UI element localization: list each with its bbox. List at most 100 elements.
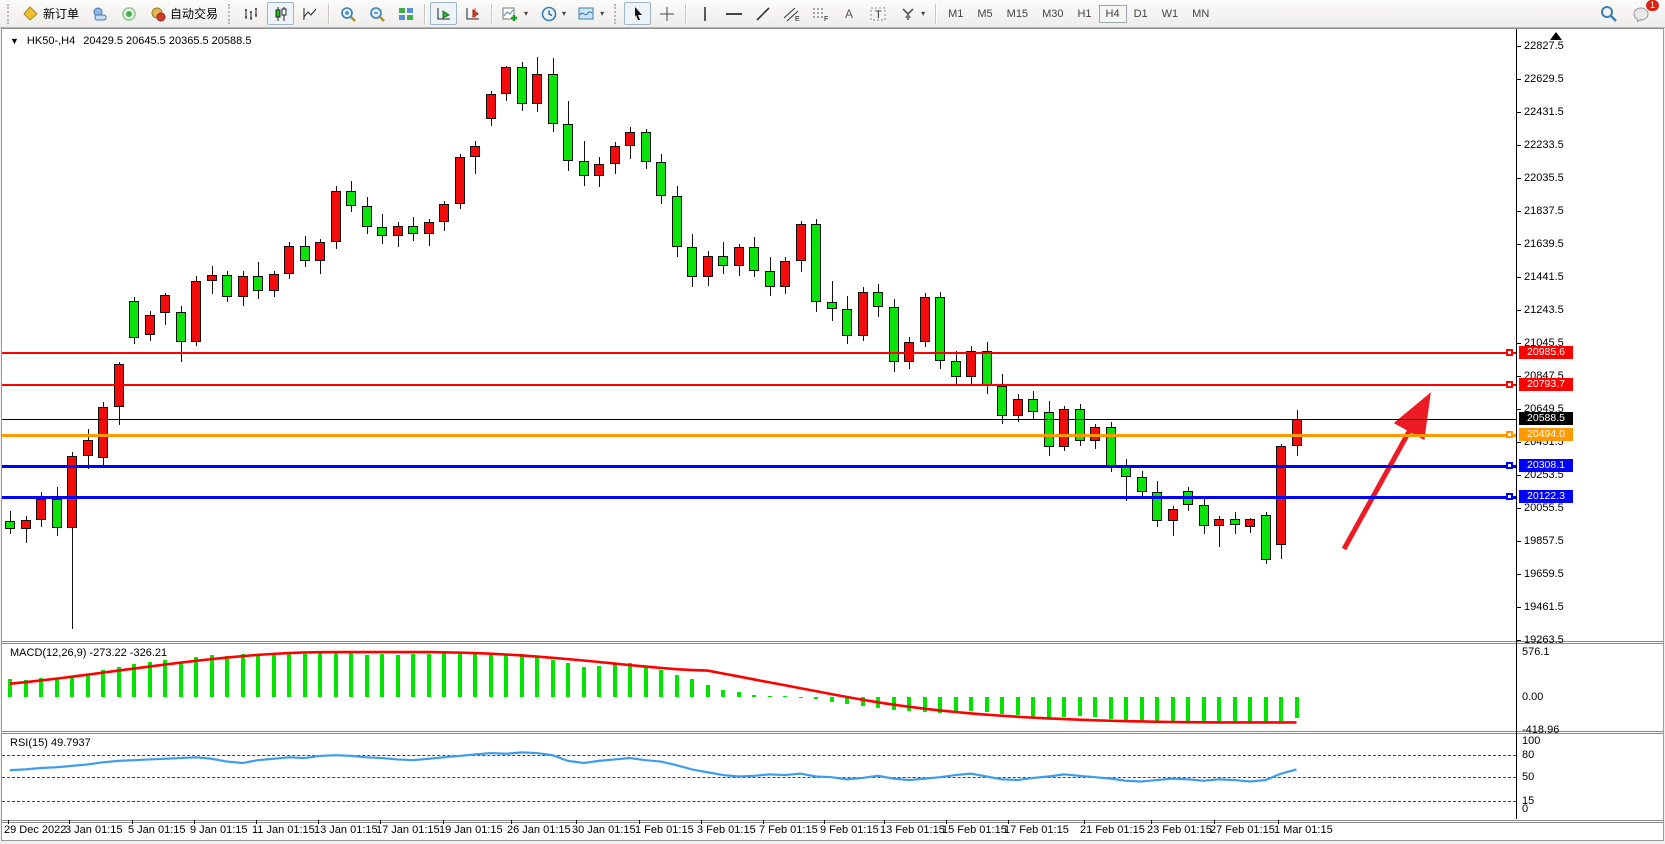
- candle: [361, 205, 372, 228]
- text-label-tool[interactable]: T: [865, 2, 892, 25]
- auto-trading-button[interactable]: 自动交易: [144, 2, 223, 25]
- cursor-button[interactable]: [624, 2, 652, 25]
- arrows-tool[interactable]: ▾: [894, 2, 930, 25]
- new-order-button[interactable]: 新订单: [17, 2, 84, 25]
- timeframe-h4[interactable]: H4: [1098, 4, 1127, 23]
- rsi-panel[interactable]: RSI(15) 49.7937: [2, 734, 1516, 820]
- candle: [609, 145, 620, 164]
- time-tick: [380, 820, 381, 824]
- depth-of-market-button[interactable]: [86, 2, 113, 25]
- collapse-arrow-icon[interactable]: ▼: [10, 36, 19, 46]
- timeframe-mn[interactable]: MN: [1192, 7, 1210, 20]
- vertical-line-tool[interactable]: [691, 2, 718, 25]
- horizontal-line[interactable]: [2, 496, 1516, 499]
- horizontal-line-tool[interactable]: [720, 2, 747, 25]
- tile-windows-icon: [397, 5, 414, 22]
- equidistant-channel-tool[interactable]: E: [778, 2, 805, 25]
- price-tick-label: 21243.5: [1524, 304, 1564, 316]
- macd-panel[interactable]: MACD(12,26,9) -273.22 -326.21: [2, 644, 1516, 731]
- candle-wick: [1219, 515, 1220, 548]
- candle: [82, 439, 93, 456]
- zoom-out-button[interactable]: [363, 2, 390, 25]
- macd-axis-label: -418.96: [1522, 723, 1560, 736]
- candle: [888, 307, 899, 363]
- time-tick-label: 11 Jan 01:15: [252, 824, 315, 836]
- macd-histogram-bar: [984, 697, 989, 713]
- macd-histogram-bar: [752, 695, 756, 697]
- price-tick-label: 19857.5: [1524, 535, 1564, 547]
- periods-button[interactable]: ▾: [535, 2, 571, 25]
- svg-text:A: A: [845, 7, 853, 21]
- timeframe-m30[interactable]: M30: [1042, 7, 1064, 20]
- horizontal-line[interactable]: [2, 352, 1516, 354]
- chart-window[interactable]: ▼ HK50-,H4 20429.5 20645.5 20365.5 20588…: [1, 28, 1664, 841]
- candle: [439, 203, 449, 223]
- candle: [1276, 446, 1286, 546]
- macd-histogram-bar: [39, 677, 43, 697]
- macd-histogram-bar: [581, 666, 586, 697]
- chart-shift-icon: [464, 5, 481, 22]
- line-anchor-marker[interactable]: [1506, 349, 1513, 356]
- scale-marker-icon: [1550, 32, 1562, 40]
- line-anchor-marker[interactable]: [1506, 381, 1513, 388]
- macd-histogram-bar: [1093, 697, 1097, 718]
- time-tick-label: 21 Feb 01:15: [1080, 824, 1145, 836]
- timeframe-m15[interactable]: M15: [1006, 7, 1029, 20]
- signals-button[interactable]: [115, 2, 142, 25]
- fibonacci-tool[interactable]: F: [807, 2, 834, 25]
- timeframe-h1[interactable]: H1: [1077, 7, 1092, 20]
- timeframe-d1[interactable]: D1: [1133, 7, 1148, 20]
- rsi-level-line: [2, 801, 1516, 803]
- panel-separator[interactable]: [2, 641, 1663, 644]
- indicators-button[interactable]: ▾: [497, 2, 533, 25]
- zoom-out-icon: [368, 5, 385, 22]
- auto-scroll-button[interactable]: [430, 2, 458, 25]
- macd-histogram-bar: [411, 654, 415, 697]
- crosshair-button[interactable]: [653, 2, 680, 25]
- line-anchor-marker[interactable]: [1506, 493, 1513, 500]
- time-axis[interactable]: 29 Dec 2022 3 Jan 01:15 5 Jan 01:15 9 Jan 0…: [2, 820, 1665, 842]
- candle-wick: [831, 280, 833, 321]
- macd-histogram-bar: [1031, 697, 1035, 717]
- macd-histogram-bar: [1263, 697, 1268, 724]
- price-tick-label: 21639.5: [1524, 238, 1564, 250]
- timeframe-m1[interactable]: M1: [948, 7, 964, 20]
- candlestick-chart-button[interactable]: [267, 2, 295, 25]
- price-chart-plot[interactable]: [2, 29, 1516, 641]
- panel-separator[interactable]: [2, 731, 1663, 734]
- timeframe-w1[interactable]: W1: [1161, 7, 1179, 20]
- panel-separator[interactable]: [2, 820, 1663, 823]
- tile-windows-button[interactable]: [392, 2, 419, 25]
- horizontal-line[interactable]: [2, 384, 1516, 386]
- text-tool[interactable]: A: [836, 2, 863, 25]
- vertical-line-icon: [696, 5, 713, 22]
- zoom-in-button[interactable]: [334, 2, 361, 25]
- macd-histogram-bar: [287, 652, 291, 697]
- search-button[interactable]: [1595, 2, 1622, 25]
- horizontal-line[interactable]: [2, 465, 1516, 468]
- macd-histogram-bar: [85, 673, 90, 697]
- time-tick: [576, 820, 577, 824]
- time-tick-label: 13 Jan 01:15: [314, 824, 378, 836]
- timeframe-m5[interactable]: M5: [977, 7, 993, 20]
- trendline-tool[interactable]: [749, 2, 776, 25]
- chat-button[interactable]: 1: [1628, 0, 1660, 25]
- candle: [98, 407, 108, 459]
- macd-histogram-bar: [550, 659, 555, 697]
- macd-histogram-bar: [907, 697, 911, 711]
- time-tick-label: 17 Jan 01:15: [376, 824, 440, 836]
- line-chart-button[interactable]: [296, 2, 323, 25]
- candle: [749, 247, 759, 271]
- bar-chart-button[interactable]: [238, 2, 265, 25]
- horizontal-line[interactable]: [2, 419, 1516, 420]
- line-anchor-marker[interactable]: [1506, 431, 1513, 438]
- candle: [1043, 412, 1054, 448]
- macd-histogram-bar: [876, 697, 880, 708]
- templates-button[interactable]: ▾: [573, 2, 609, 25]
- toolbar-grip: [7, 3, 12, 24]
- chart-shift-button[interactable]: [459, 2, 486, 25]
- horizontal-line[interactable]: [2, 434, 1516, 437]
- time-tick: [256, 820, 257, 824]
- line-anchor-marker[interactable]: [1506, 462, 1513, 469]
- dropdown-arrow-icon: ▾: [600, 9, 605, 18]
